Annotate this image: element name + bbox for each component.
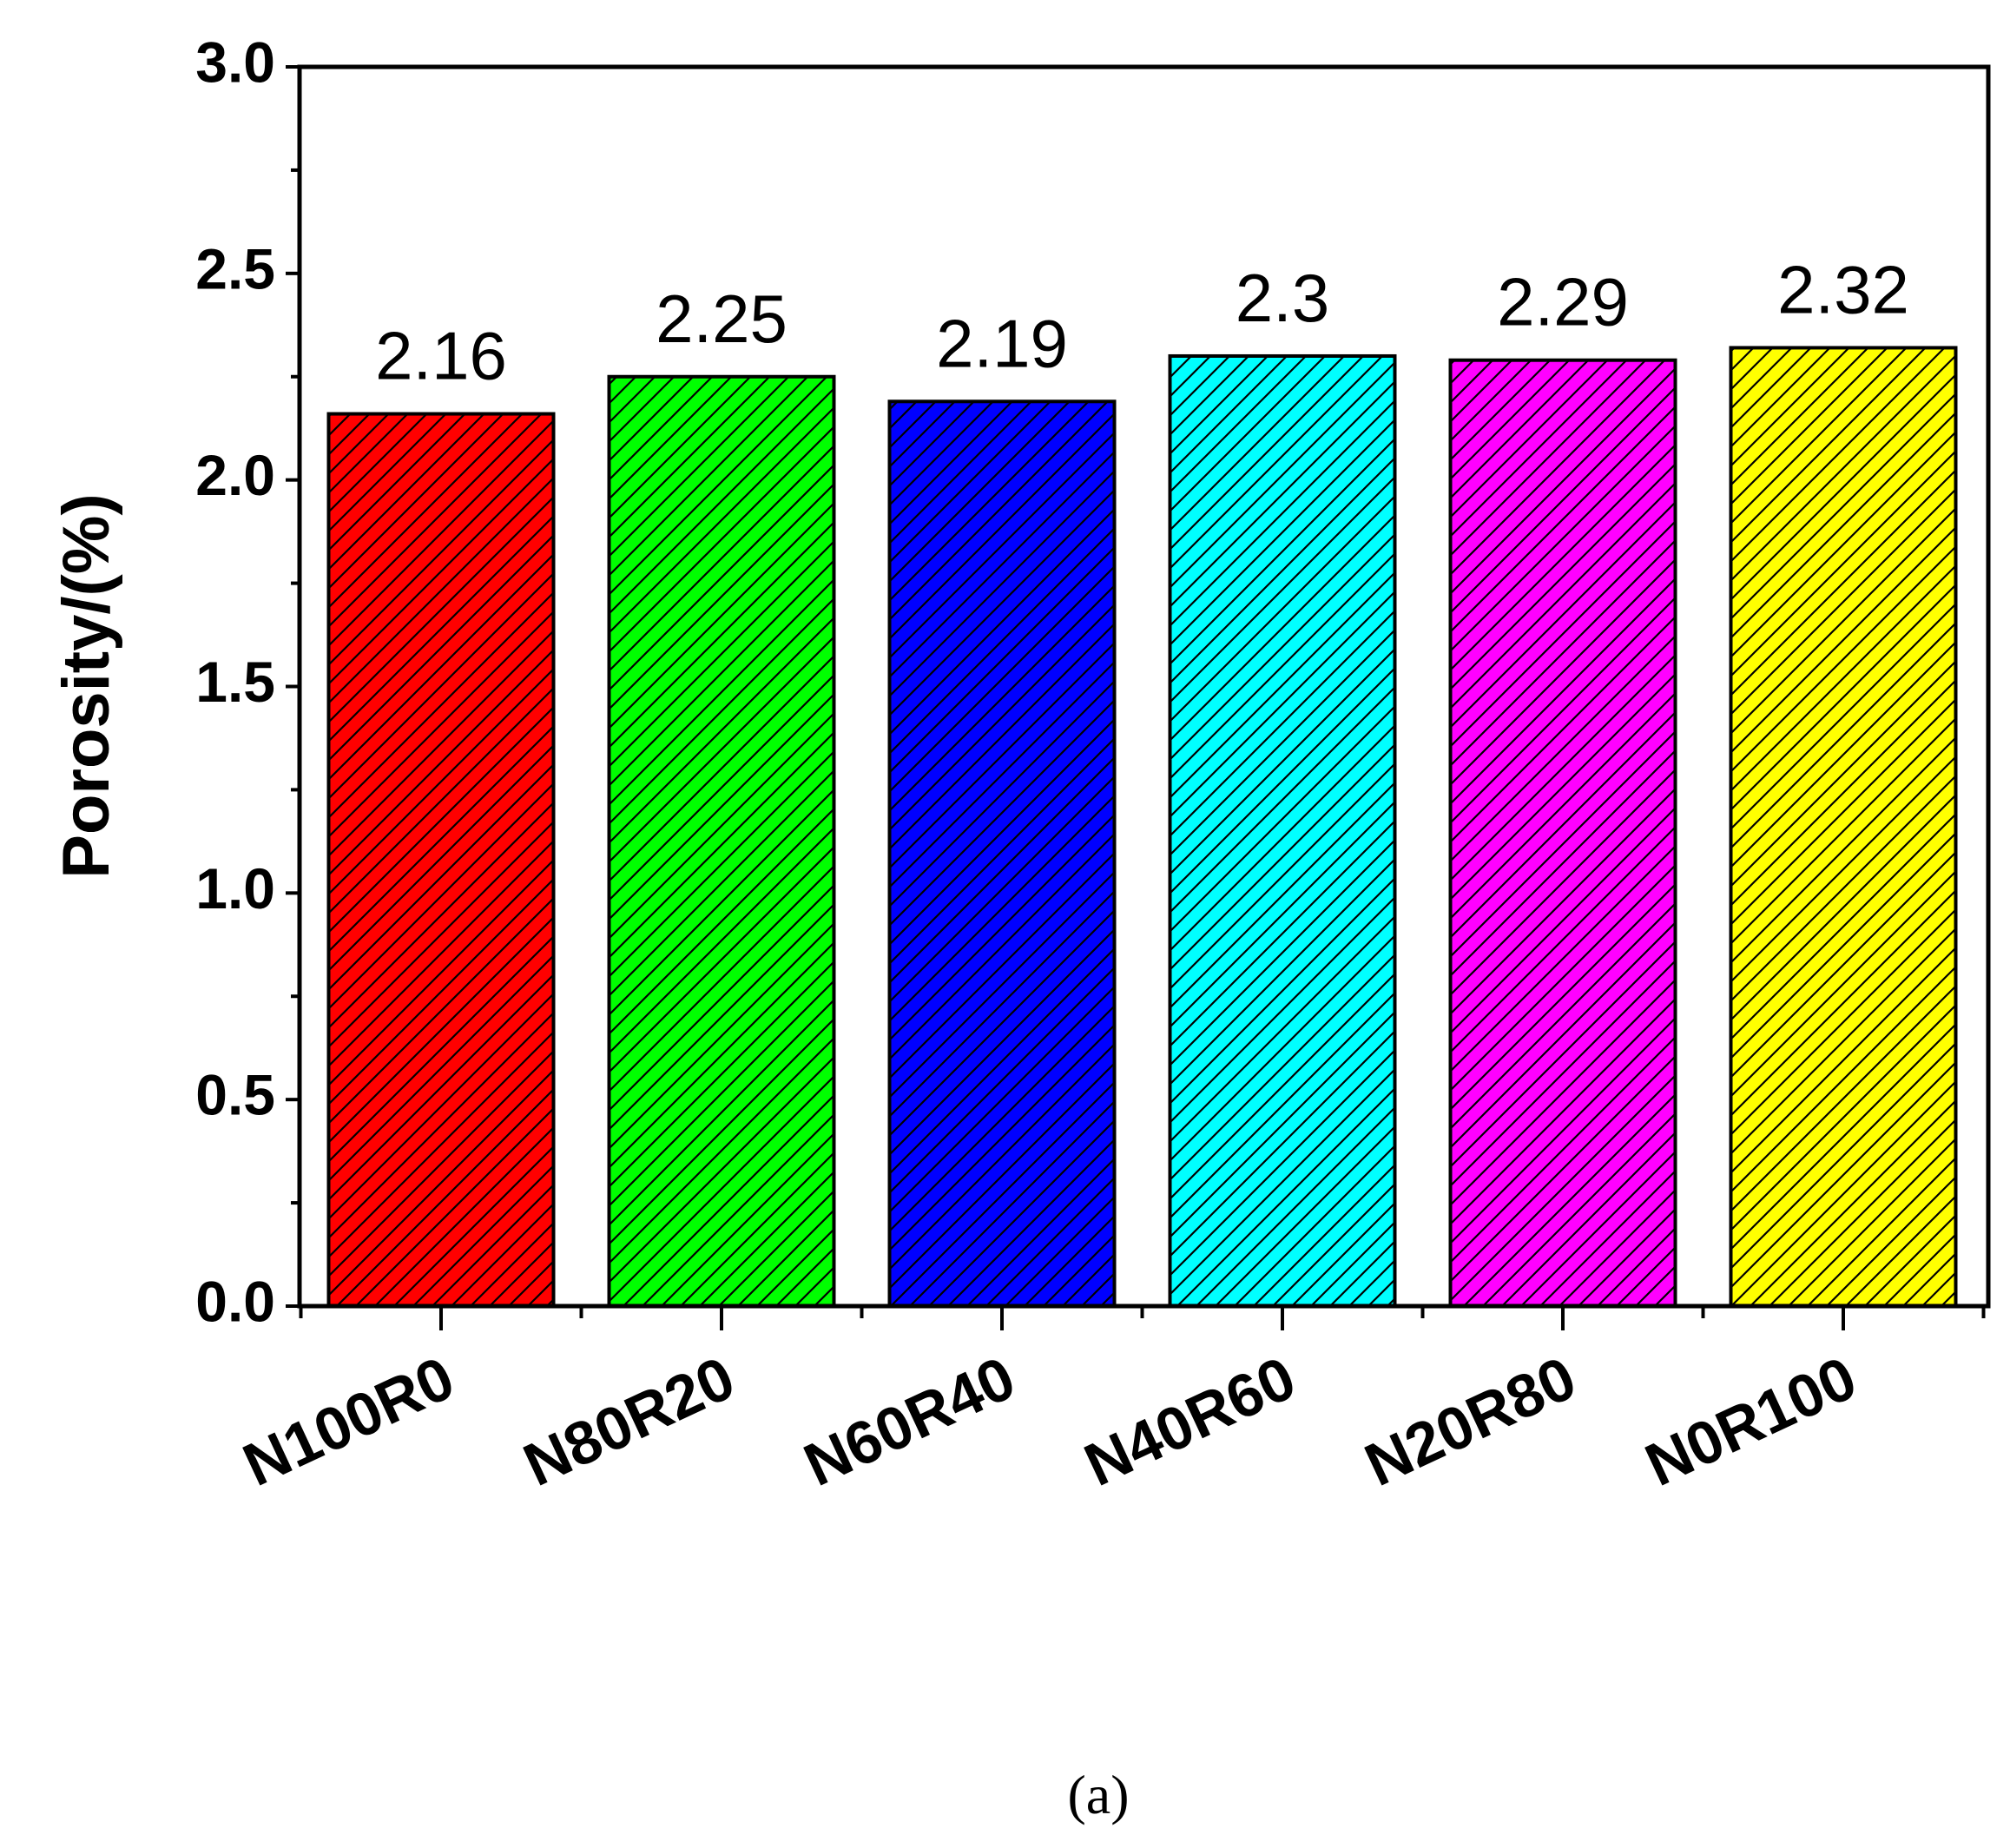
data-label-N40R60: 2.3 xyxy=(1236,260,1329,336)
x-tick-label-N100R0: N100R0 xyxy=(234,1343,465,1499)
figure-caption: (a) xyxy=(1067,1764,1129,1825)
bar-N0R100 xyxy=(1729,346,1958,1308)
bar-N20R80 xyxy=(1448,358,1677,1308)
x-tick-label-N60R40: N60R40 xyxy=(794,1343,1025,1499)
y-tick-label: 0.5 xyxy=(195,1063,275,1127)
x-tick-label-N80R20: N80R20 xyxy=(514,1343,745,1499)
data-label-N100R0: 2.16 xyxy=(375,318,507,394)
y-tick-label: 3.0 xyxy=(195,30,275,94)
x-axis: N100R0 N80R20 N60R40 N40R60 N20R80 N0R100 xyxy=(234,1306,1986,1499)
bar-N80R20 xyxy=(607,374,836,1308)
y-axis-title: Porosity/(%) xyxy=(49,493,123,878)
x-tick-label-N20R80: N20R80 xyxy=(1355,1343,1586,1499)
x-tick-label-N40R60: N40R60 xyxy=(1075,1343,1306,1499)
data-label-N60R40: 2.19 xyxy=(936,305,1068,381)
y-tick-label: 2.5 xyxy=(195,236,275,300)
y-tick-label: 1.0 xyxy=(195,856,275,921)
data-label-N80R20: 2.25 xyxy=(656,280,788,357)
y-tick-label: 0.0 xyxy=(195,1269,275,1333)
bar-N40R60 xyxy=(1168,353,1397,1308)
data-labels-group: 2.16 2.25 2.19 2.3 2.29 2.32 xyxy=(375,251,1909,393)
y-axis: 0.0 0.5 1.0 1.5 2.0 2.5 3.0 xyxy=(195,30,300,1333)
data-label-N0R100: 2.32 xyxy=(1777,251,1909,327)
bar-N100R0 xyxy=(326,412,556,1308)
bar-N60R40 xyxy=(887,399,1117,1308)
y-tick-label: 2.0 xyxy=(195,443,275,507)
x-tick-label-N0R100: N0R100 xyxy=(1636,1343,1867,1499)
y-tick-label: 1.5 xyxy=(195,650,275,714)
bars-group xyxy=(326,346,1958,1308)
data-label-N20R80: 2.29 xyxy=(1497,264,1629,340)
